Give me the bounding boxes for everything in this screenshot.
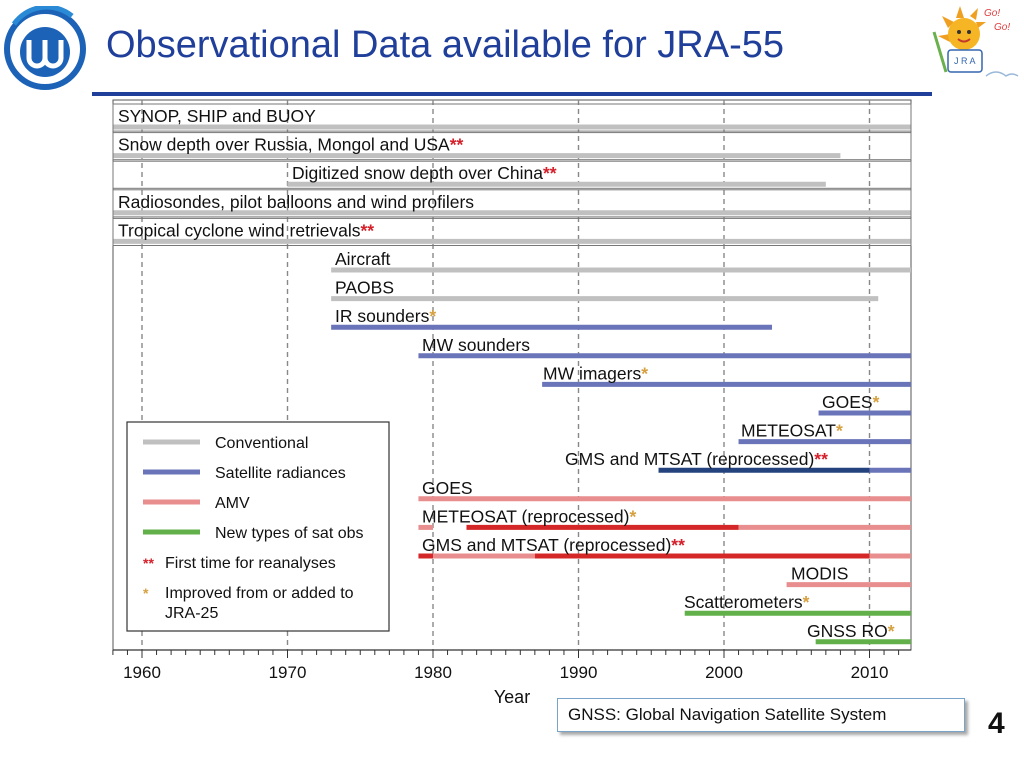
tick-label-1990: 1990 — [560, 663, 598, 682]
title-underline — [92, 92, 932, 96]
legend-item: Satellite radiances — [143, 465, 346, 482]
row-frame — [112, 160, 912, 189]
sun-rays-icon — [938, 6, 986, 42]
legend-label: New types of sat obs — [215, 525, 364, 542]
timeline-row: MW sounders — [418, 335, 911, 359]
timeline-row: Radiosondes, pilot balloons and wind pro… — [112, 189, 912, 218]
tick-label-1970: 1970 — [269, 663, 307, 682]
row-label: Radiosondes, pilot balloons and wind pro… — [118, 192, 474, 212]
legend-label: Satellite radiances — [215, 465, 346, 482]
improved-marker: * — [888, 621, 895, 641]
legend-label: Improved from or added to — [165, 585, 354, 602]
mascot-go-text-1: Go! — [984, 8, 1000, 19]
improved-marker: * — [873, 392, 880, 412]
legend-item: New types of sat obs — [143, 525, 364, 542]
legend-item: AMV — [143, 495, 250, 512]
row-label: METEOSAT (reprocessed)* — [422, 506, 636, 526]
row-label: GNSS RO* — [807, 621, 895, 641]
timeline-row: MODIS — [786, 564, 911, 588]
row-label: Scatterometers* — [684, 592, 810, 612]
row-label: PAOBS — [335, 278, 394, 298]
timeline-row: Scatterometers* — [684, 592, 911, 616]
timeline-row: METEOSAT (reprocessed)* — [418, 506, 911, 530]
legend-marker: * — [143, 585, 149, 601]
row-label: IR sounders* — [335, 306, 436, 326]
timeline-row: GMS and MTSAT (reprocessed)** — [418, 535, 911, 559]
legend-label-cont: JRA-25 — [165, 605, 218, 622]
timeline-rows: SYNOP, SHIP and BUOY Snow depth over Russ… — [112, 103, 912, 645]
timeline-row: GOES — [418, 478, 911, 502]
row-label: Aircraft — [335, 249, 391, 269]
timeline-row: IR sounders* — [331, 306, 773, 330]
page-title: Observational Data available for JRA-55 — [106, 24, 785, 66]
row-label: Snow depth over Russia, Mongol and USA** — [118, 135, 464, 155]
mascot-sign-text: J R A — [954, 56, 976, 66]
timeline-row: GNSS RO* — [807, 621, 911, 645]
timeline-row: PAOBS — [331, 278, 879, 302]
legend-box — [126, 421, 390, 632]
timeline-row: Tropical cyclone wind retrievals** — [112, 217, 912, 246]
improved-marker: * — [641, 363, 648, 383]
timeline-row: Snow depth over Russia, Mongol and USA** — [112, 132, 912, 161]
improved-marker: * — [429, 306, 436, 326]
timeline-row: Aircraft — [331, 249, 911, 273]
legend-label: Conventional — [215, 435, 308, 452]
tick-label-2010: 2010 — [851, 663, 889, 682]
improved-marker: * — [629, 506, 636, 526]
tick-label-1960: 1960 — [123, 663, 161, 682]
row-frame — [112, 217, 912, 246]
gnss-footnote: GNSS: Global Navigation Satellite System — [557, 698, 965, 732]
row-label: MW imagers* — [543, 363, 648, 383]
row-label: GOES — [422, 478, 473, 498]
row-frame — [112, 132, 912, 161]
timeline-row: GMS and MTSAT (reprocessed)** — [565, 449, 911, 473]
legend-item: Conventional — [143, 435, 308, 452]
row-label: MW sounders — [422, 335, 530, 355]
row-frame — [112, 189, 912, 218]
mascot-go-text-2: Go! — [994, 22, 1010, 33]
row-label: Digitized snow depth over China** — [292, 163, 557, 183]
page-number: 4 — [988, 707, 1005, 740]
row-label: SYNOP, SHIP and BUOY — [118, 106, 316, 126]
row-label: GMS and MTSAT (reprocessed)** — [565, 449, 828, 469]
row-frame — [112, 103, 912, 132]
sun-face-icon — [948, 18, 980, 50]
timeline-row: SYNOP, SHIP and BUOY — [112, 103, 912, 132]
chart-legend: Conventional Satellite radiances AMV New ty… — [126, 421, 390, 632]
organization-logo — [4, 6, 86, 90]
legend-item: ** First time for reanalyses — [143, 555, 336, 572]
first-time-marker: ** — [361, 220, 375, 240]
x-axis-title: Year — [494, 687, 530, 707]
improved-marker: * — [836, 421, 843, 441]
row-label: GOES* — [822, 392, 880, 412]
first-time-marker: ** — [450, 135, 464, 155]
improved-marker: * — [803, 592, 810, 612]
tick-label-1980: 1980 — [414, 663, 452, 682]
timeline-row: MW imagers* — [542, 363, 911, 387]
row-label: GMS and MTSAT (reprocessed)** — [422, 535, 685, 555]
first-time-marker: ** — [671, 535, 685, 555]
mascot-sun-illustration: J R A Go! Go! — [932, 6, 1019, 77]
row-label: Tropical cyclone wind retrievals** — [118, 220, 374, 240]
timeline-row: GOES* — [818, 392, 911, 416]
row-label: METEOSAT* — [741, 421, 843, 441]
timeline-row: METEOSAT* — [738, 421, 911, 445]
tick-label-2000: 2000 — [705, 663, 743, 682]
legend-label: AMV — [215, 495, 250, 512]
legend-item: * Improved from or added to JRA-25 — [143, 585, 354, 622]
first-time-marker: ** — [814, 449, 828, 469]
x-axis: 1960 1970 1980 1990 2000 2010 Year — [112, 649, 911, 707]
first-time-marker: ** — [543, 163, 557, 183]
row-label: MODIS — [791, 564, 848, 584]
legend-label: First time for reanalyses — [165, 555, 336, 572]
timeline-row: Digitized snow depth over China** — [112, 160, 912, 189]
legend-marker: ** — [143, 555, 154, 571]
